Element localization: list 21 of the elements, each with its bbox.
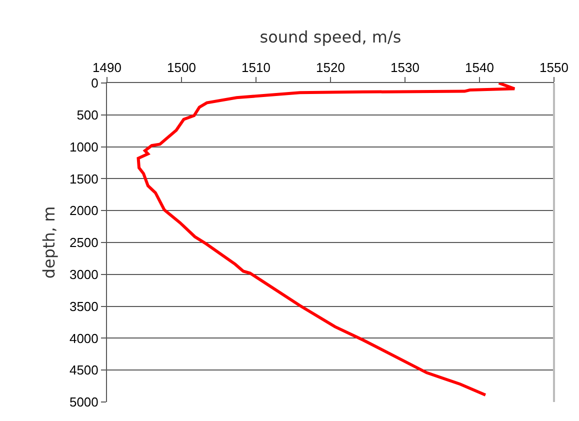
y-tick-label: 3500	[69, 298, 98, 314]
y-tick-label: 500	[76, 107, 98, 122]
x-tick-label: 1530	[390, 60, 420, 75]
y-tick-label: 4500	[69, 362, 98, 378]
y-tick-label: 3000	[69, 266, 98, 282]
x-tick-label: 1540	[465, 60, 494, 75]
line-series	[136, 83, 516, 396]
x-tick-label: 1520	[316, 60, 345, 75]
x-axis-title: sound speed, m/s	[260, 28, 402, 47]
y-tick-label: 1500	[69, 171, 98, 186]
x-tick-label: 1510	[242, 60, 270, 75]
y-tick-label: 0	[91, 76, 98, 91]
y-tick-label: 2000	[69, 203, 98, 218]
y-tick-label: 4000	[69, 330, 98, 346]
x-tick-label: 1550	[540, 60, 568, 75]
x-tick-label: 1500	[167, 60, 196, 75]
x-tick-label: 1490	[92, 60, 122, 75]
y-tick-label: 2500	[69, 235, 98, 250]
y-axis-title: depth, m	[39, 206, 58, 279]
y-tick-label: 1000	[69, 139, 98, 154]
y-tick-label: 5000	[69, 394, 98, 410]
